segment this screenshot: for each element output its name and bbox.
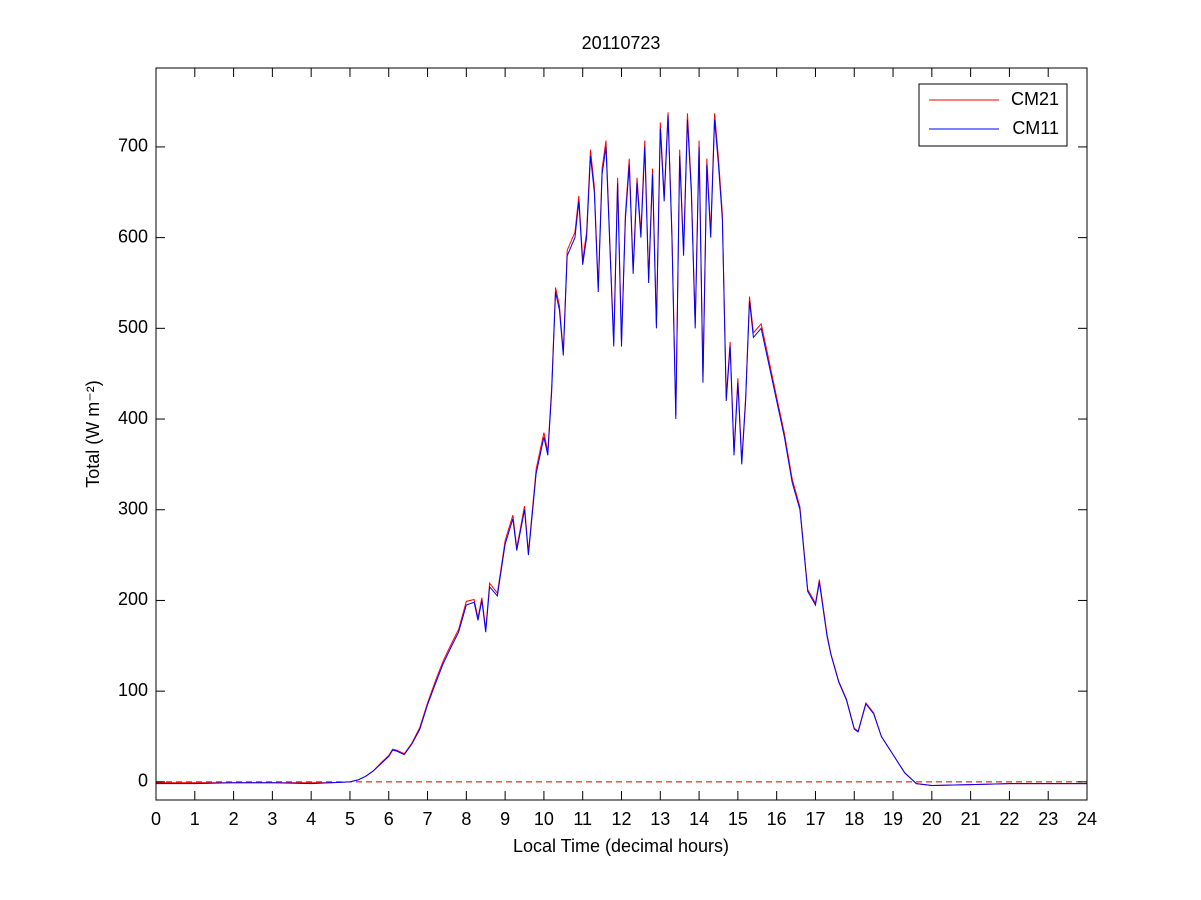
x-tick-label: 17 xyxy=(805,809,825,829)
x-tick-label: 8 xyxy=(461,809,471,829)
y-tick-label: 100 xyxy=(118,680,148,700)
y-axis-label: Total (W m⁻²) xyxy=(83,380,103,488)
y-tick-label: 700 xyxy=(118,136,148,156)
x-tick-label: 0 xyxy=(151,809,161,829)
x-tick-label: 18 xyxy=(844,809,864,829)
x-tick-label: 6 xyxy=(384,809,394,829)
legend-label: CM11 xyxy=(1012,118,1059,138)
y-tick-label: 200 xyxy=(118,589,148,609)
data-line xyxy=(156,115,1087,786)
x-tick-label: 23 xyxy=(1038,809,1058,829)
x-axis-label: Local Time (decimal hours) xyxy=(513,836,729,856)
legend-box xyxy=(918,83,1068,147)
x-tick-label: 19 xyxy=(883,809,903,829)
chart-title: 20110723 xyxy=(582,33,661,53)
x-tick-label: 21 xyxy=(961,809,981,829)
x-tick-label: 22 xyxy=(999,809,1019,829)
x-tick-label: 7 xyxy=(423,809,433,829)
x-tick-label: 13 xyxy=(650,809,670,829)
x-tick-label: 5 xyxy=(345,809,355,829)
x-tick-label: 16 xyxy=(767,809,787,829)
x-tick-label: 12 xyxy=(611,809,631,829)
x-tick-label: 4 xyxy=(306,809,316,829)
x-tick-label: 3 xyxy=(267,809,277,829)
x-tick-label: 1 xyxy=(190,809,200,829)
x-tick-label: 2 xyxy=(229,809,239,829)
x-tick-label: 10 xyxy=(534,809,554,829)
x-tick-label: 9 xyxy=(500,809,510,829)
y-tick-label: 500 xyxy=(118,317,148,337)
y-tick-label: 0 xyxy=(138,771,148,791)
y-tick-label: 600 xyxy=(118,226,148,246)
x-tick-label: 20 xyxy=(922,809,942,829)
x-tick-label: 24 xyxy=(1077,809,1097,829)
x-tick-label: 15 xyxy=(728,809,748,829)
y-tick-label: 400 xyxy=(118,408,148,428)
legend-label: CM21 xyxy=(1011,89,1059,109)
y-tick-label: 300 xyxy=(118,498,148,518)
x-tick-label: 11 xyxy=(573,809,592,829)
x-tick-label: 14 xyxy=(689,809,709,829)
